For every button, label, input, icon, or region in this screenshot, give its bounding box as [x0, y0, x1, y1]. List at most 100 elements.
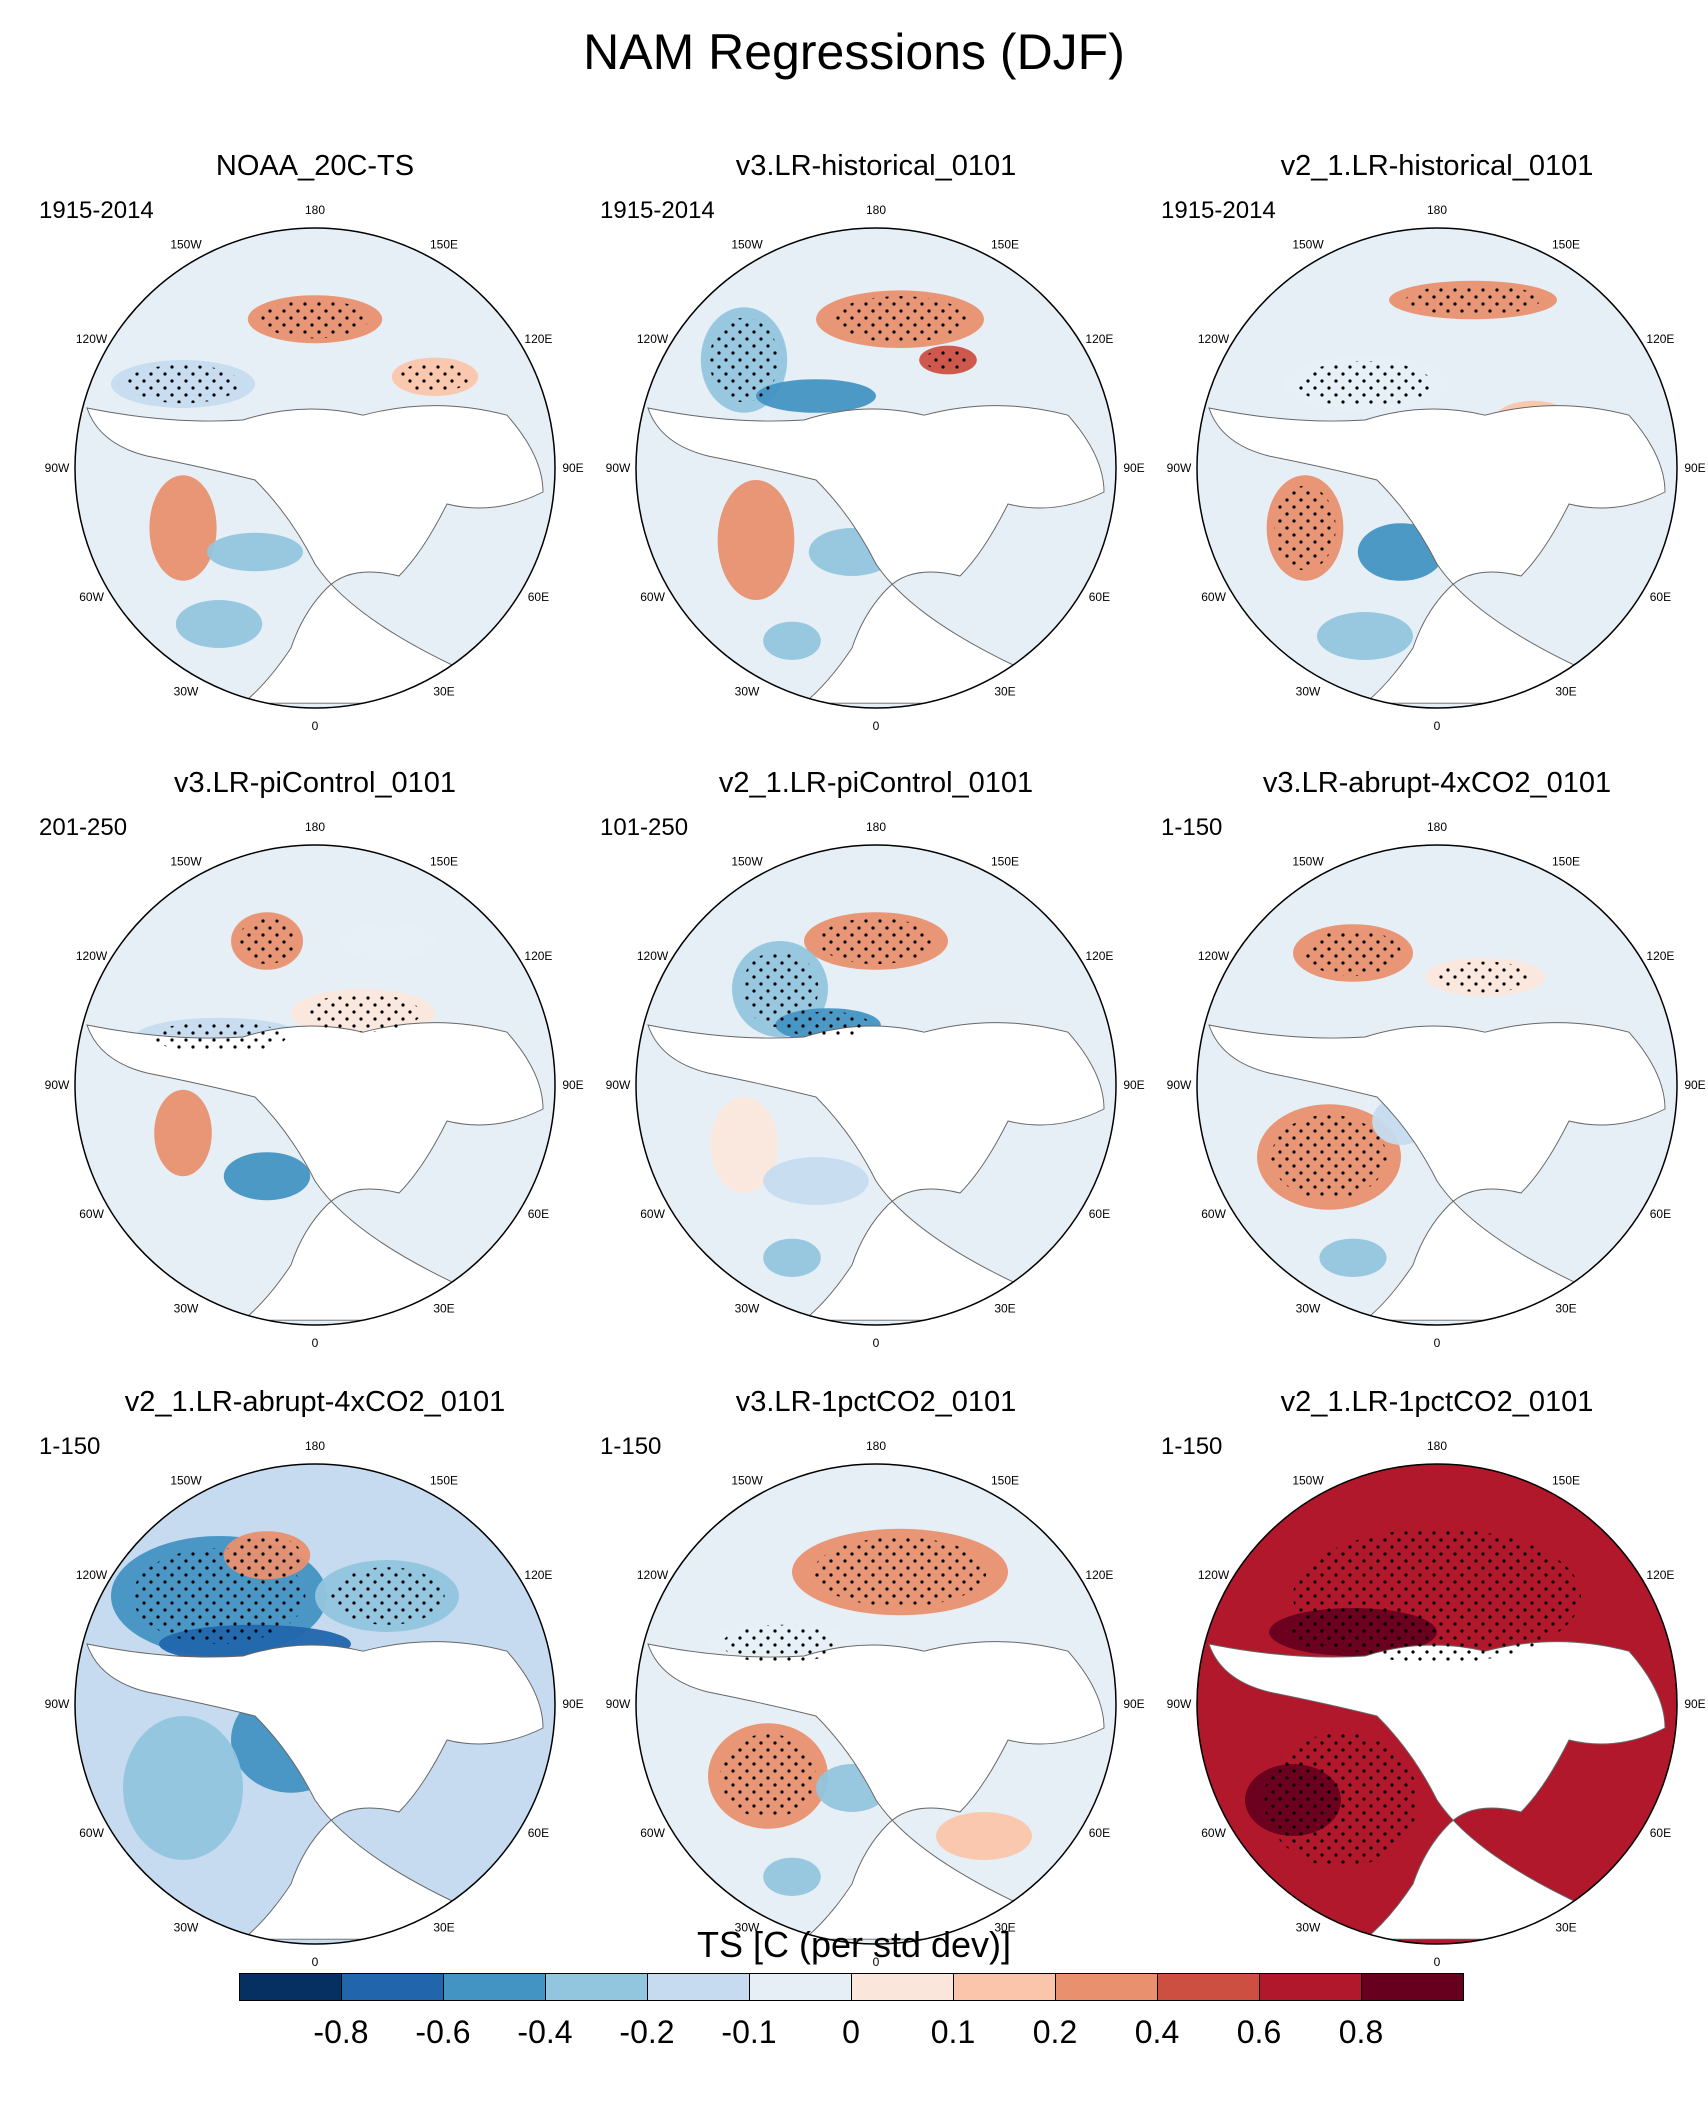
significance-stipple [818, 917, 934, 965]
anomaly-field [1197, 1464, 1677, 1944]
longitude-label: 90W [45, 461, 70, 475]
significance-stipple [329, 1567, 445, 1625]
anomaly-patch [717, 480, 795, 600]
polar-map: 180 150E 120E 90E 60E 30E 0 30W 60W 90W 120W 150W [1167, 1439, 1706, 1969]
longitude-label: 30W [174, 1301, 199, 1315]
anomaly-field [75, 845, 555, 1325]
longitude-label: 30E [1555, 1920, 1576, 1934]
longitude-label: 90W [1167, 461, 1192, 475]
longitude-label: 120W [637, 949, 669, 963]
longitude-label: 120W [637, 332, 669, 346]
polar-map: 180 150E 120E 90E 60E 30E 0 30W 60W 90W 120W 150W [1167, 820, 1706, 1350]
panel-period: 1-150 [600, 1433, 662, 1460]
anomaly-patch [763, 1157, 869, 1205]
longitude-label: 60E [1650, 590, 1671, 604]
significance-stipple [1274, 485, 1336, 571]
longitude-label: 120E [1085, 332, 1113, 346]
longitude-label: 60W [79, 590, 104, 604]
anomaly-field [636, 845, 1116, 1325]
panel-title: v3.LR-abrupt-4xCO2_0101 [1262, 767, 1612, 799]
colorbar-tick-label: -0.2 [619, 2014, 675, 2050]
land-mask [1208, 1022, 1666, 1321]
map-panel: v3.LR-abrupt-4xCO2_0101 1-150 180 150E 120E 9… [1157, 765, 1708, 1355]
longitude-label: 90E [562, 1078, 583, 1092]
map-panel: v3.LR-1pctCO2_0101 1-150 180 150E 120E 90E 60E… [596, 1384, 1156, 1974]
significance-stipple [720, 1733, 816, 1819]
anomaly-field [75, 228, 555, 708]
map-boundary [1196, 1463, 1678, 1945]
longitude-label: 60W [1201, 1826, 1226, 1840]
map-panel: v2_1.LR-piControl_0101 101-250 180 150E 120E… [596, 765, 1156, 1355]
longitude-label: 60W [640, 1207, 665, 1221]
longitude-label: 0 [312, 1955, 319, 1969]
longitude-label: 60W [640, 1826, 665, 1840]
longitude-label: 150W [1292, 1474, 1324, 1488]
polar-map: 180 150E 120E 90E 60E 30E 0 30W 60W 90W 120W 150W [606, 1439, 1145, 1969]
longitude-label: 0 [1434, 1336, 1441, 1350]
significance-stipple [238, 917, 296, 965]
longitude-label: 150E [991, 238, 1019, 252]
colorbar-swatch [1055, 1973, 1158, 2001]
longitude-label: 150E [991, 855, 1019, 869]
longitude-label: 60W [79, 1207, 104, 1221]
colorbar-tick-label: 0.1 [930, 2014, 976, 2050]
longitude-label: 90E [1123, 1697, 1144, 1711]
longitude-label: 30E [994, 684, 1015, 698]
significance-stipple [785, 1011, 871, 1039]
map-panel: v2_1.LR-1pctCO2_0101 1-150 180 150E 120E 90E 6… [1157, 1384, 1708, 1974]
longitude-label: 90E [1684, 1078, 1705, 1092]
significance-stipple [261, 300, 369, 339]
anomaly-patch [175, 600, 263, 648]
longitude-label: 30E [1555, 684, 1576, 698]
anomaly-patch [123, 1716, 243, 1860]
colorbar-swatch [1157, 1973, 1260, 2001]
longitude-label: 90W [606, 1078, 631, 1092]
colorbar-swatch [1361, 1973, 1464, 2001]
significance-stipple [1264, 1732, 1418, 1868]
panel-period: 101-250 [600, 814, 689, 841]
land-mask [86, 1641, 544, 1940]
longitude-label: 150E [1552, 1474, 1580, 1488]
anomaly-field [1197, 845, 1677, 1325]
longitude-label: 90W [1167, 1078, 1192, 1092]
longitude-label: 120E [1646, 949, 1674, 963]
anomaly-patch [763, 1857, 821, 1896]
anomaly-patch [1317, 612, 1413, 660]
longitude-label: 90E [562, 1697, 583, 1711]
land-mask [1208, 405, 1666, 704]
anomaly-patch [756, 379, 876, 413]
longitude-label: 60E [1089, 1207, 1110, 1221]
map-panel: v2_1.LR-abrupt-4xCO2_0101 1-150 180 150E 120… [35, 1384, 595, 1974]
longitude-label: 90E [562, 461, 583, 475]
longitude-label: 120E [1085, 1568, 1113, 1582]
longitude-label: 90W [606, 461, 631, 475]
longitude-label: 120W [637, 1568, 669, 1582]
anomaly-patch [763, 621, 821, 660]
anomaly-patch [1319, 1238, 1387, 1277]
panel-period: 1-150 [39, 1433, 101, 1460]
longitude-label: 60W [1201, 590, 1226, 604]
longitude-label: 150E [1552, 855, 1580, 869]
map-boundary [635, 1463, 1117, 1945]
longitude-label: 150W [1292, 238, 1324, 252]
longitude-label: 30E [433, 1920, 454, 1934]
significance-stipple [832, 296, 968, 343]
map-boundary [74, 844, 556, 1326]
longitude-label: 150E [430, 238, 458, 252]
panel-title: v2_1.LR-abrupt-4xCO2_0101 [124, 1386, 506, 1418]
significance-stipple [813, 1537, 987, 1607]
longitude-label: 30W [174, 1920, 199, 1934]
longitude-label: 150E [1552, 238, 1580, 252]
longitude-label: 120E [524, 949, 552, 963]
longitude-label: 150E [430, 855, 458, 869]
longitude-label: 120W [76, 949, 108, 963]
anomaly-patch [223, 1152, 311, 1201]
longitude-label: 90E [1123, 1078, 1144, 1092]
longitude-label: 60E [528, 1207, 549, 1221]
colorbar-swatch [341, 1973, 444, 2001]
anomaly-patch [763, 1238, 821, 1277]
panel-title: v3.LR-1pctCO2_0101 [735, 1386, 1017, 1418]
anomaly-field [636, 1464, 1116, 1944]
colorbar-swatch [647, 1973, 750, 2001]
longitude-label: 60W [640, 590, 665, 604]
